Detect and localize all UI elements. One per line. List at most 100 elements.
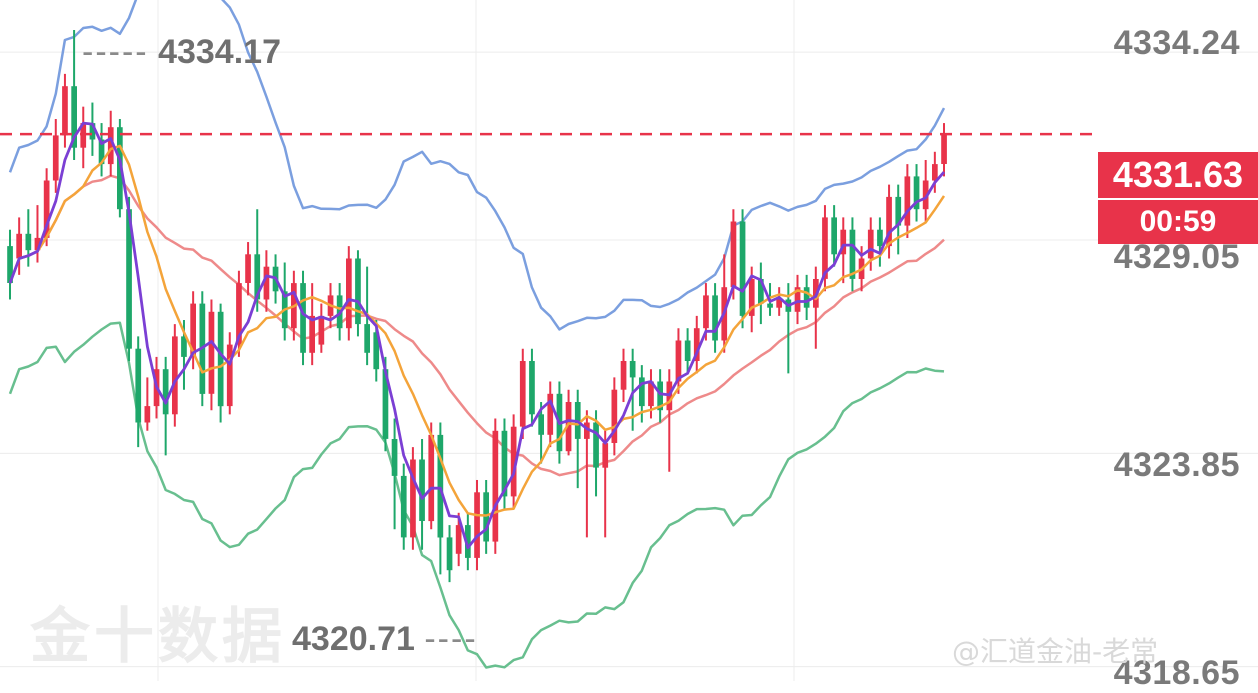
candle-body [355,258,361,325]
candle-body [135,348,142,423]
y-tick-label: 4329.05 [1113,238,1240,276]
ma-slow-line [8,174,945,477]
candle-body [437,434,444,538]
low-marker-label: 4320.71 ---- [292,620,478,658]
candle-body [43,180,50,238]
candle-body [162,369,169,415]
bollinger-upper-line [8,0,946,331]
candle-body [89,123,96,140]
candle-body [236,283,242,345]
low-marker-value: 4320.71 [292,620,415,658]
candle-body [712,295,718,341]
candle-body [400,475,407,538]
candle-body [300,283,306,353]
y-tick-label: 4334.24 [1113,24,1240,62]
ma-mid-line [8,144,946,517]
candle-body [904,176,911,226]
candle-body [639,377,645,407]
candle-body [648,381,654,407]
candle-body [565,402,572,452]
candle-body [455,525,462,554]
candle-body [474,492,480,558]
candle-body [373,332,380,370]
candle-body [309,315,315,353]
candle-body [602,443,609,468]
candle-body [620,361,627,390]
candle-body [117,127,123,210]
candle-body [7,246,13,283]
candle-body [776,299,782,308]
candle-body [217,311,224,407]
candle-body [831,217,837,255]
candle-body [849,229,856,279]
candle-body [867,229,874,259]
candle-body [501,430,508,497]
candle-body [932,164,938,181]
candle-body [794,287,801,312]
candle-body [922,180,929,210]
candle-body [71,86,77,148]
candle-body [803,287,810,308]
candle-body [208,311,215,394]
candle-body [693,328,700,361]
candle-body [391,439,398,476]
candle-body [492,430,499,542]
candle-body [172,336,178,415]
brand-watermark: 金十数据 [30,602,286,672]
high-marker-label: ----- 4334.17 [82,33,281,71]
candle-body [181,336,187,357]
candle-body [318,315,325,345]
candle-body [245,254,251,283]
high-marker-value: 4334.17 [158,33,281,71]
candle-body [465,525,471,558]
candle-body [25,233,32,251]
candle-body [758,279,764,304]
candle-body [913,176,920,210]
candle-body [538,414,544,435]
candle-body [886,196,892,247]
candle-body [428,434,435,522]
candle-body [410,459,416,538]
countdown-badge: 00:59 [1098,200,1258,244]
candle-body [98,139,105,165]
candle-body [190,303,196,357]
candle-body [822,217,828,279]
candle-body [895,196,902,226]
candle-body [748,279,755,316]
candle-body [629,361,636,378]
candle-body [263,266,270,300]
candle-body [840,229,847,255]
candle-body [730,221,737,288]
candle-body [593,422,599,468]
candle-body [739,221,746,316]
candle-body [941,134,947,164]
weibo-watermark: @汇道金油-老常 [952,635,1159,668]
candle-body [529,361,535,415]
candle-body [382,369,389,439]
candle-body [364,324,370,353]
candle-body [584,422,590,439]
bollinger-lower-line [8,321,945,669]
candle-body [675,340,682,382]
candle-body [346,258,352,329]
current-price-badge: 4331.63 [1098,152,1258,198]
candle-body [254,254,261,300]
candle-body [547,393,554,435]
candle-body [519,361,526,427]
candle-body [80,123,87,148]
ma-fast-line [8,121,946,550]
candle-body [510,426,517,497]
candle-body [107,127,114,165]
candle-body [34,237,41,251]
candle-body [877,229,883,247]
candle-body [483,492,489,542]
candle-body [446,537,453,571]
y-tick-label: 4323.85 [1113,446,1240,484]
candle-body [126,209,132,349]
candle-body [52,135,59,181]
candle-body [16,233,22,259]
candle-body [703,295,709,329]
candle-body [657,381,663,411]
candle-body [419,459,425,521]
